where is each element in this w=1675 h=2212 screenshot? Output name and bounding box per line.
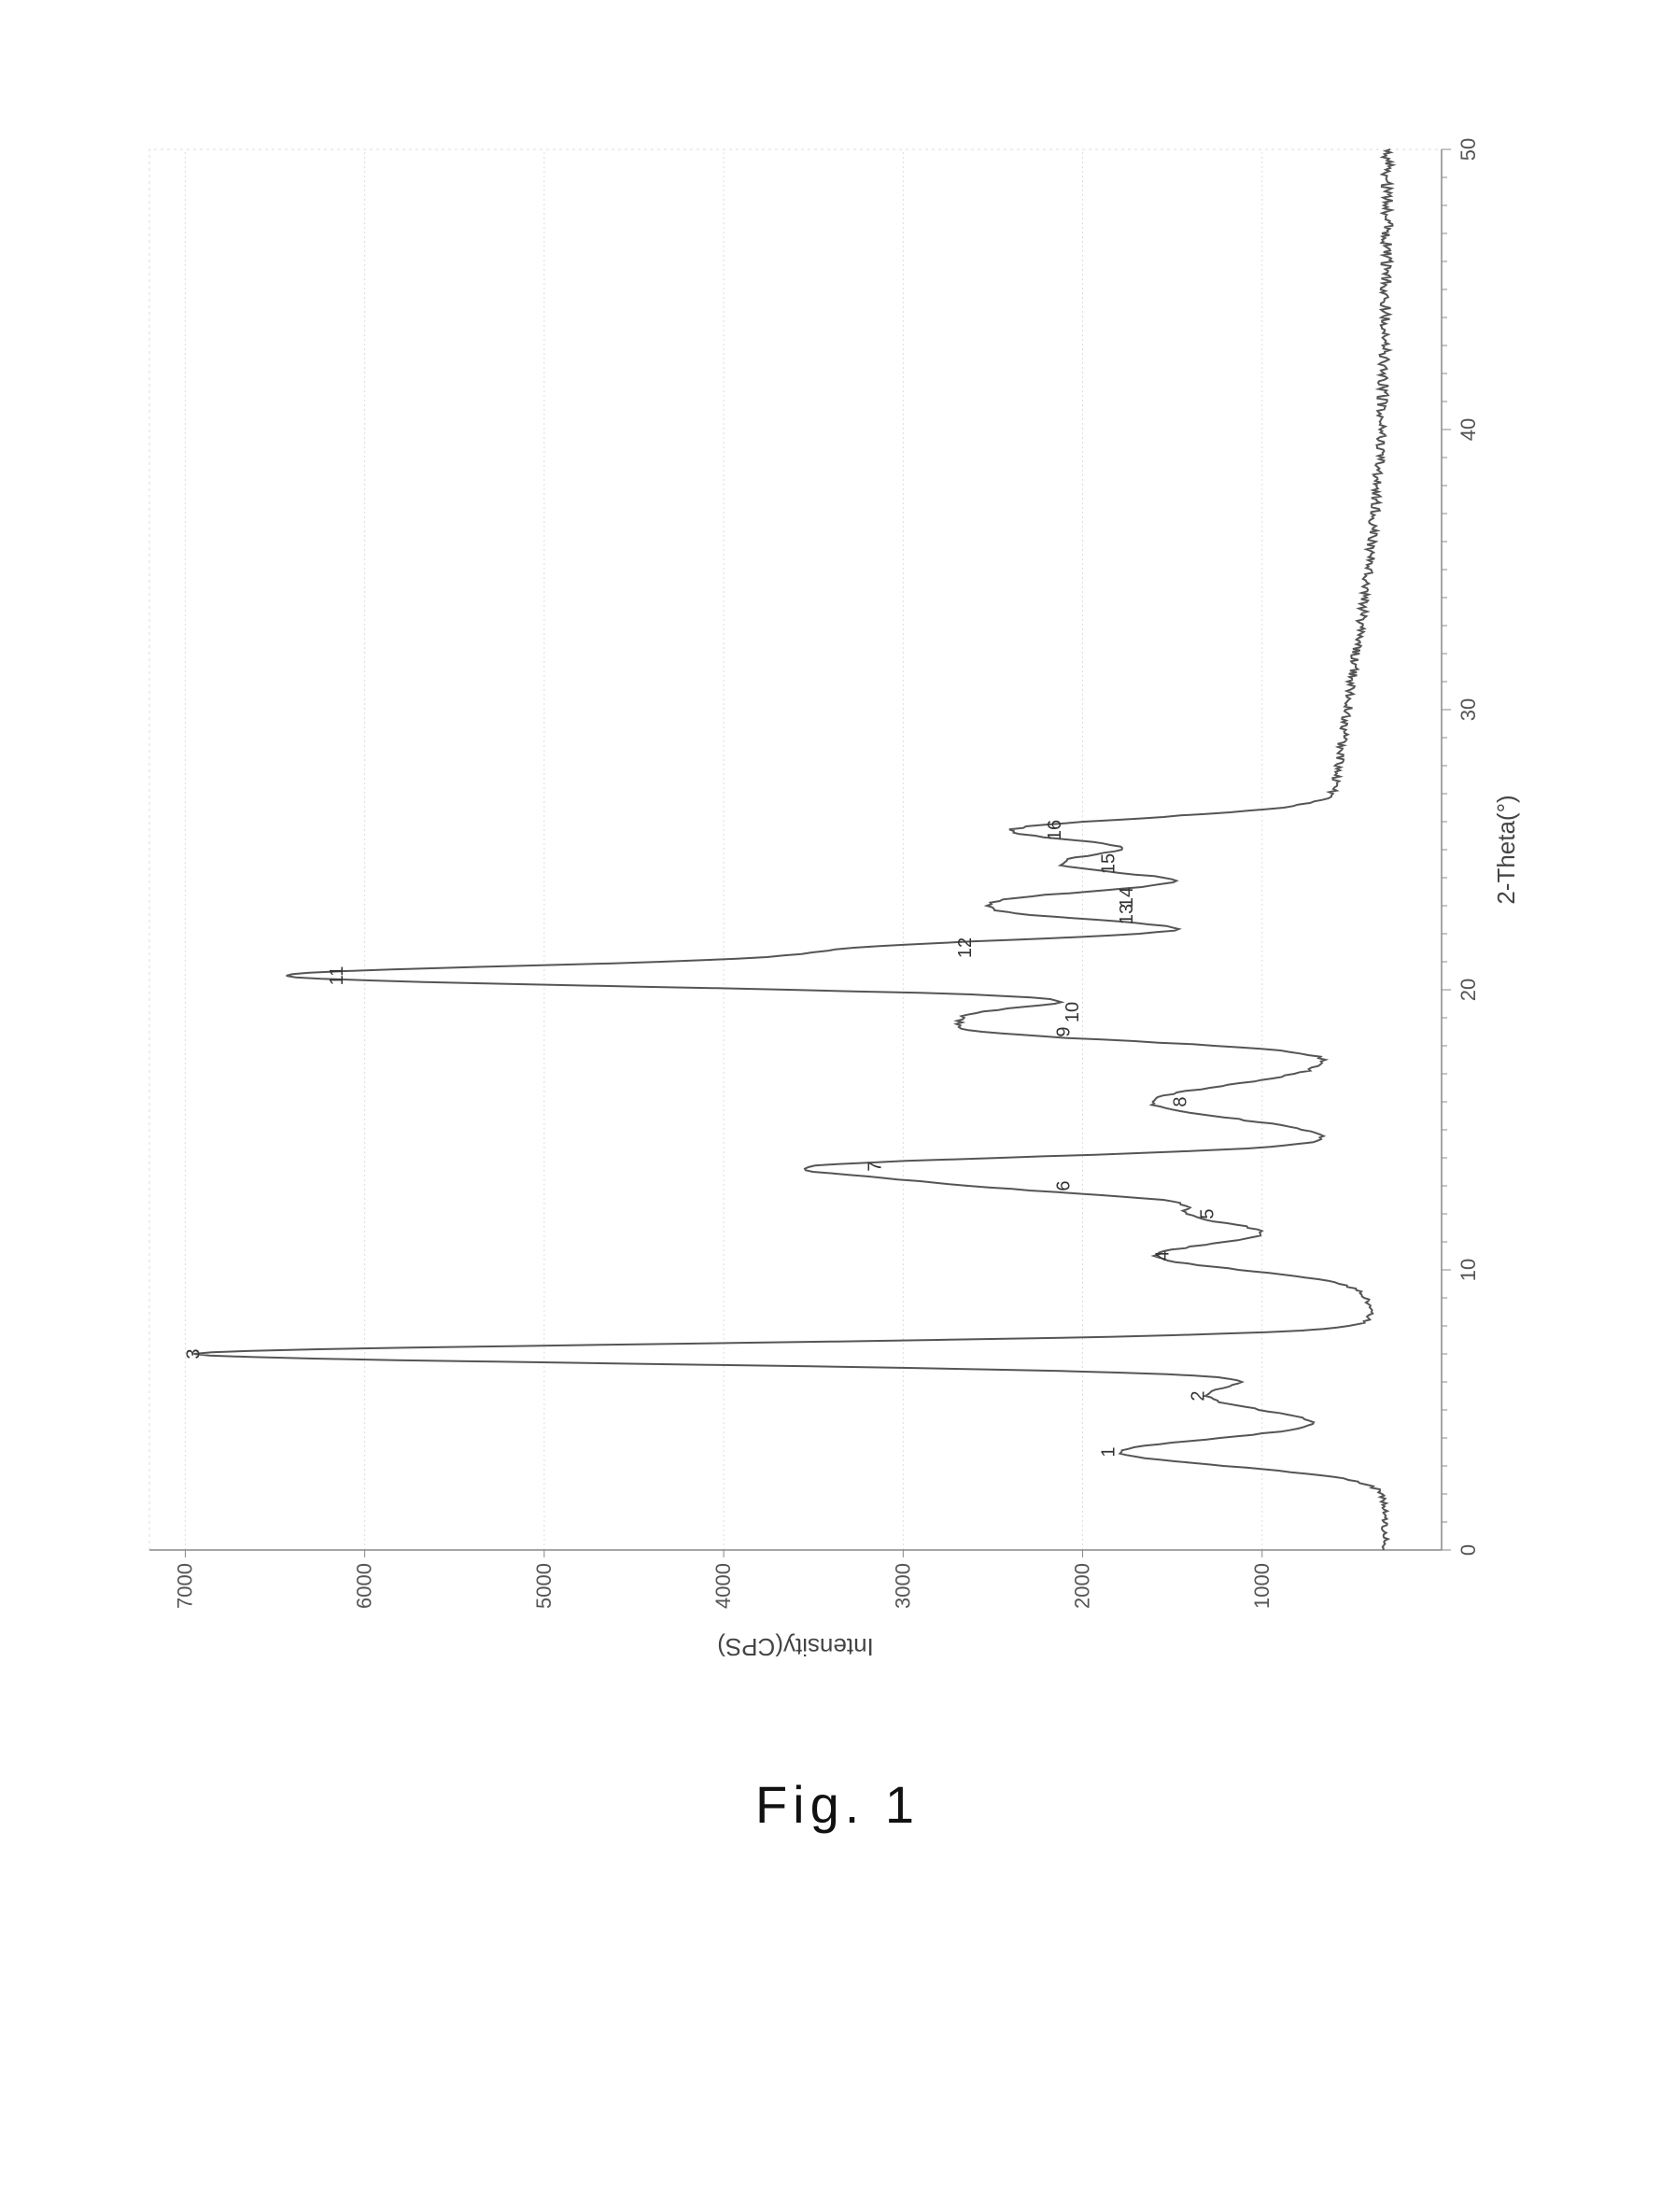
- svg-text:6: 6: [1054, 1180, 1075, 1191]
- svg-text:7000: 7000: [173, 1563, 196, 1609]
- svg-text:4000: 4000: [711, 1563, 735, 1609]
- svg-text:3: 3: [183, 1348, 204, 1359]
- svg-text:7: 7: [866, 1161, 886, 1171]
- svg-text:50: 50: [1457, 138, 1480, 161]
- svg-text:11: 11: [327, 966, 347, 986]
- svg-text:0: 0: [1457, 1544, 1480, 1556]
- page: 1000 2000 3000 4000 5000 6000 7000 0 10 20 30 40 50 2…: [0, 0, 1675, 2212]
- svg-text:10: 10: [1457, 1259, 1480, 1281]
- xrd-chart: 1000 2000 3000 4000 5000 6000 7000 0 10 20 30 40 50 2…: [121, 112, 1554, 1671]
- svg-text:9: 9: [1054, 1026, 1075, 1036]
- svg-text:4: 4: [1152, 1250, 1173, 1261]
- svg-text:10: 10: [1063, 1002, 1083, 1022]
- svg-text:5000: 5000: [532, 1563, 556, 1609]
- svg-text:2: 2: [1189, 1390, 1209, 1401]
- svg-text:1: 1: [1099, 1446, 1119, 1457]
- xrd-chart-container: 1000 2000 3000 4000 5000 6000 7000 0 10 20 30 40 50 2…: [121, 112, 1554, 1671]
- svg-text:40: 40: [1457, 418, 1480, 441]
- svg-text:3000: 3000: [891, 1563, 914, 1609]
- svg-text:14: 14: [1117, 887, 1137, 908]
- svg-text:30: 30: [1457, 698, 1480, 721]
- svg-text:2-Theta(°): 2-Theta(°): [1492, 795, 1520, 904]
- svg-text:8: 8: [1171, 1096, 1191, 1106]
- svg-text:5: 5: [1197, 1208, 1218, 1219]
- svg-text:12: 12: [955, 937, 976, 958]
- svg-text:20: 20: [1457, 979, 1480, 1001]
- svg-text:15: 15: [1099, 853, 1119, 874]
- svg-text:16: 16: [1045, 820, 1065, 840]
- svg-text:1000: 1000: [1250, 1563, 1274, 1609]
- svg-text:2000: 2000: [1071, 1563, 1094, 1609]
- svg-text:Intensity(CPS): Intensity(CPS): [717, 1633, 874, 1661]
- svg-text:6000: 6000: [353, 1563, 376, 1609]
- figure-caption: Fig. 1: [0, 1774, 1675, 1835]
